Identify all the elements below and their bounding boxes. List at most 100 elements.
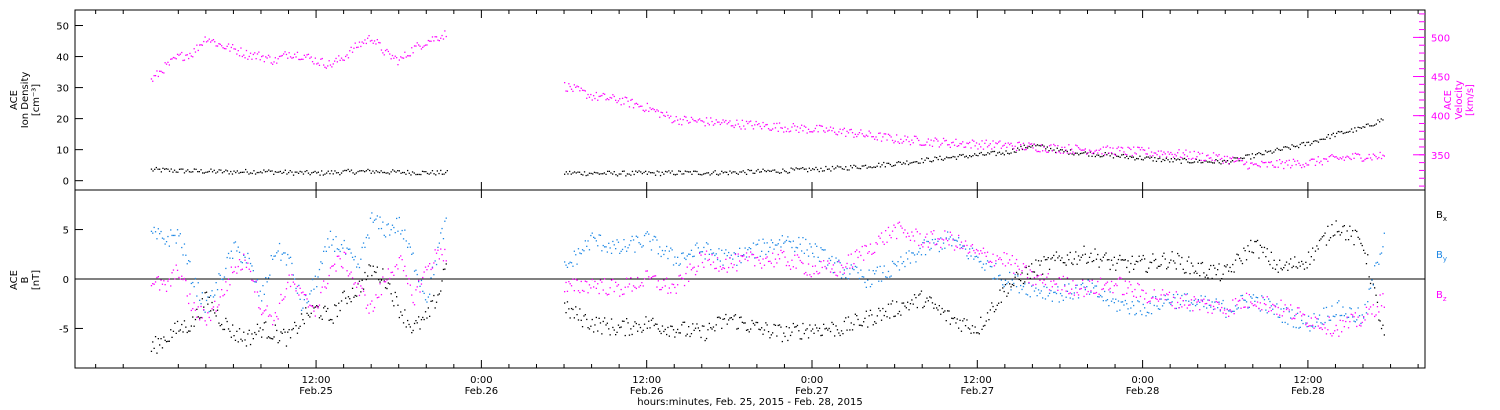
velocity-point [733,126,735,129]
density-point [954,156,956,158]
velocity-point [277,58,279,60]
density-point [276,171,278,173]
velocity-point [347,57,350,59]
density-point [893,165,895,167]
bx-point [1358,238,1361,240]
velocity-point [1321,164,1323,166]
by-point [666,245,668,248]
density-point [1083,152,1085,154]
density-point [598,173,600,175]
velocity-point [407,55,409,57]
velocity-point [591,99,593,101]
bz-point [803,273,805,275]
density-point [1005,150,1007,152]
velocity-point [595,91,597,94]
by-point [262,285,264,287]
density-point [975,154,977,156]
bz-point [736,270,738,272]
bx-point [1080,256,1082,258]
velocity-point [413,45,416,47]
by-point [944,247,946,249]
velocity-point [1345,156,1347,159]
bx-point [791,331,793,333]
bz-point [1210,304,1212,306]
bz-point [985,255,987,257]
density-point [1192,162,1194,164]
bz-point [1338,335,1340,337]
velocity-point [351,51,354,53]
bz-point [834,271,836,274]
by-point [605,246,607,248]
bz-point [1182,300,1184,302]
bz-point [689,263,691,265]
velocity-point [699,118,701,120]
bx-point [164,339,166,341]
bx-point [908,309,910,311]
velocity-point [1035,149,1037,151]
density-point [1341,130,1343,133]
by-point [1167,298,1169,300]
bx-point [1221,278,1223,280]
bz-point [1255,305,1257,307]
bz-point [885,230,887,232]
bz-point [1237,300,1239,302]
density-point [378,171,381,174]
by-point [812,252,814,254]
density-point [1354,127,1356,129]
density-point [1031,145,1034,147]
by-point [1233,310,1235,312]
bx-point [648,320,650,322]
bx-point [821,334,823,336]
velocity-point [1225,160,1227,162]
by-point [1102,300,1104,302]
velocity-point [1255,163,1257,165]
by-point [948,238,950,240]
density-point [709,174,711,176]
velocity-point [1144,149,1146,151]
by-point [1201,299,1204,301]
by-point [1029,296,1031,298]
bz-point [860,254,862,257]
bz-point [316,306,318,308]
density-point [585,174,587,177]
by-point [274,255,276,257]
bx-point [842,333,844,335]
by-point [350,252,352,254]
density-point [233,170,235,172]
velocity-point [1002,145,1004,147]
bx-point [192,316,194,318]
by-point [435,263,438,266]
density-point [1233,157,1235,159]
velocity-point [1268,161,1270,163]
bz-point [1037,275,1040,277]
bx-point [373,271,376,273]
bz-point [981,252,983,254]
velocity-point [1228,163,1230,165]
velocity-point [339,59,341,61]
density-point [777,171,779,173]
by-point [234,241,237,243]
velocity-point [196,44,198,46]
by-point [442,238,445,240]
bz-point [657,280,659,282]
by-point [674,256,676,258]
density-point [1236,157,1239,159]
velocity-point [181,51,183,54]
by-point [774,244,777,246]
velocity-point [263,61,265,63]
bz-point [1343,326,1345,328]
velocity-point [663,114,665,117]
velocity-point [295,56,297,58]
bx-point [1133,268,1135,270]
bz-point [1117,278,1120,280]
velocity-point [175,58,177,60]
by-point [784,241,786,243]
by-point [1077,297,1080,299]
density-point [248,173,250,175]
bz-point [1196,301,1198,303]
by-point [317,276,319,278]
by-point [150,230,153,232]
bz-point [433,262,435,264]
density-point [1169,161,1171,163]
bx-point [916,306,918,309]
